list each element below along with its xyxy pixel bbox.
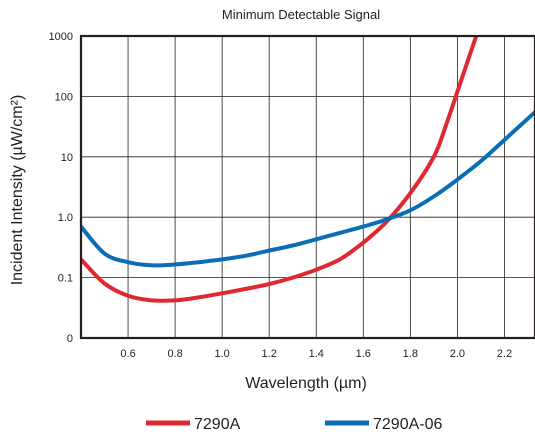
series-line-1: [81, 110, 535, 268]
y-tick-label-1: 0.1: [58, 273, 73, 285]
x-tick-label-5: 1.6: [356, 348, 371, 360]
y-axis-ticks: 0 0.1 1.0 10 100 1000: [49, 31, 73, 345]
y-tick-label-3: 10: [61, 152, 73, 164]
chart-title: Minimum Detectable Signal: [222, 7, 380, 22]
x-axis-ticks: 0.6 0.8 1.0 1.2 1.4 1.6 1.8 2.0 2.2: [120, 348, 512, 360]
grid: [81, 35, 535, 339]
x-tick-label-3: 1.2: [262, 348, 277, 360]
y-tick-label-0: 0: [67, 333, 73, 345]
x-tick-label-4: 1.4: [309, 348, 324, 360]
legend: 7290A 7290A-06: [146, 416, 442, 433]
x-tick-label-6: 1.8: [403, 348, 418, 360]
series-line-0: [81, 36, 479, 303]
legend-label-0: 7290A: [194, 416, 241, 433]
series-lines: [81, 36, 535, 303]
y-axis-label: Incident Intensity (µW/cm²): [9, 95, 26, 286]
legend-label-1: 7290A-06: [373, 416, 442, 433]
plot-frame: [79, 34, 535, 340]
x-tick-label-7: 2.0: [450, 348, 465, 360]
x-axis-label: Wavelength (µm): [245, 375, 367, 392]
x-tick-label-1: 0.8: [167, 348, 182, 360]
y-tick-label-5: 1000: [49, 31, 73, 43]
x-tick-label-0: 0.6: [120, 348, 135, 360]
x-tick-label-2: 1.0: [214, 348, 229, 360]
y-tick-label-4: 100: [55, 91, 73, 103]
y-tick-label-2: 1.0: [58, 212, 73, 224]
x-tick-label-8: 2.2: [497, 348, 512, 360]
